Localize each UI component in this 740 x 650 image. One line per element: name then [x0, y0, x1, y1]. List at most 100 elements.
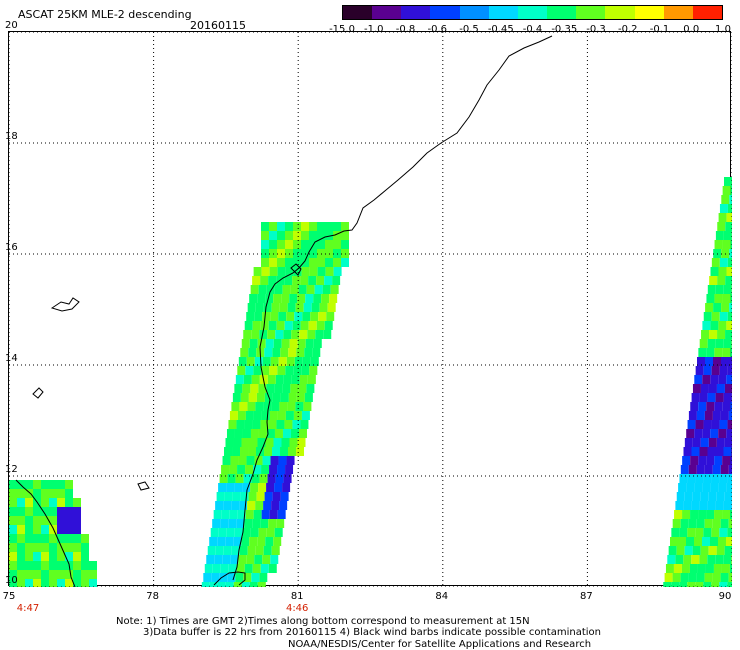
- swath-cell: [292, 321, 301, 330]
- swath-cell: [259, 330, 268, 339]
- swath-cell: [213, 510, 222, 519]
- colorbar-label: -0.3: [586, 24, 606, 35]
- swath-cell: [301, 411, 310, 420]
- swath-cell: [714, 294, 723, 303]
- swath-cell: [281, 294, 290, 303]
- swath-cell: [229, 411, 238, 420]
- swath-cell: [705, 357, 713, 366]
- swath-cell: [713, 564, 722, 573]
- swath-cell: [9, 579, 17, 588]
- swath-cell: [719, 366, 728, 375]
- swath-cell: [265, 438, 274, 447]
- swath-cell: [65, 516, 73, 525]
- swath-cell: [242, 528, 251, 537]
- swath-cell: [293, 222, 301, 231]
- swath-cell: [65, 543, 73, 552]
- swath-cell: [81, 534, 89, 543]
- swath-cell: [281, 438, 290, 447]
- swath-cell: [269, 510, 278, 519]
- swath-cell: [268, 276, 277, 285]
- swath-cell: [244, 519, 253, 528]
- swath-cell: [17, 570, 25, 579]
- swath-cell: [302, 312, 311, 321]
- swath-cell: [716, 384, 725, 393]
- swath-cell: [33, 570, 41, 579]
- swath-cell: [711, 312, 720, 321]
- swath-cell: [240, 393, 249, 402]
- swath-cell: [236, 420, 245, 429]
- swath-cell: [261, 267, 270, 276]
- lat-label: 20: [5, 20, 18, 31]
- swath-cell: [250, 384, 259, 393]
- swath-cell: [308, 276, 317, 285]
- swath-cell: [285, 222, 293, 231]
- swath-cell: [727, 312, 736, 321]
- swath-cell: [241, 438, 250, 447]
- swath-cell: [292, 276, 301, 285]
- swath-cell: [203, 573, 212, 582]
- swath-cell: [258, 429, 267, 438]
- swath-cell: [286, 357, 295, 366]
- swath-cell: [249, 294, 258, 303]
- swath-cell: [300, 321, 309, 330]
- swath-cell: [285, 267, 294, 276]
- swath-cell: [283, 330, 292, 339]
- swath-cell: [306, 384, 315, 393]
- swath-cell: [279, 501, 288, 510]
- swath-cell: [717, 276, 726, 285]
- swath-cell: [332, 276, 341, 285]
- swath-cell: [57, 498, 65, 507]
- swath-cell: [73, 498, 81, 507]
- swath-cell: [301, 267, 310, 276]
- swath-cell: [206, 555, 215, 564]
- swath-cell: [57, 561, 65, 570]
- lake-3: [137, 481, 150, 491]
- swath-cell: [248, 447, 257, 456]
- lon-label: 84: [435, 591, 449, 602]
- swath-cell: [702, 429, 711, 438]
- swath-cell: [267, 375, 276, 384]
- swath-cell: [266, 285, 275, 294]
- swath-cell: [253, 411, 262, 420]
- swath-cell: [17, 489, 25, 498]
- swath-cell: [17, 579, 25, 588]
- swath-cell: [255, 303, 264, 312]
- swath-cell: [282, 483, 291, 492]
- swath-cell: [49, 507, 57, 516]
- swath-cell: [33, 507, 41, 516]
- swath-cell: [699, 339, 708, 348]
- swath-cell: [274, 384, 283, 393]
- lon-label: 75: [2, 591, 16, 602]
- swath-cell: [25, 552, 33, 561]
- swath-cell: [265, 537, 274, 546]
- swath-cell: [65, 480, 73, 489]
- swath-cell: [286, 456, 295, 465]
- swath-cell: [41, 579, 49, 588]
- swath-cell: [234, 384, 243, 393]
- swath-cell: [251, 330, 260, 339]
- swath-cell: [678, 537, 686, 546]
- swath-cell: [33, 480, 41, 489]
- swath-cell: [309, 366, 318, 375]
- swath-cell: [17, 498, 25, 507]
- swath-cell: [278, 357, 287, 366]
- lat-label: 10: [5, 575, 18, 586]
- colorbar-swatch: [692, 6, 723, 19]
- swath-cell: [255, 501, 264, 510]
- swath-cell: [730, 510, 739, 519]
- swath-cell: [262, 312, 271, 321]
- swath-cell: [253, 465, 262, 474]
- swath-cell: [663, 582, 672, 591]
- lon-label: 87: [580, 591, 593, 602]
- swath-cell: [239, 501, 248, 510]
- swath-cell: [298, 429, 307, 438]
- swath-cell: [299, 375, 308, 384]
- swath-cell: [17, 543, 25, 552]
- swath-cell: [264, 447, 273, 456]
- lake-2: [32, 387, 44, 399]
- swath-cell: [274, 528, 283, 537]
- swath-cell: [247, 303, 256, 312]
- swath-cell: [726, 213, 735, 222]
- swath-cell: [249, 582, 258, 591]
- swath-cell: [239, 402, 248, 411]
